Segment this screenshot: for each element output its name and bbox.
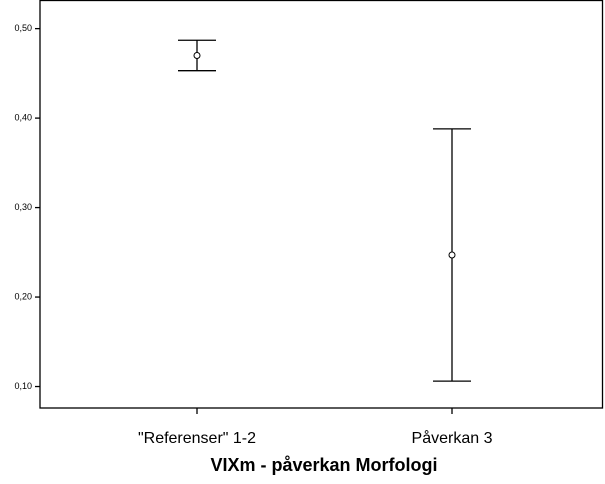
mean-marker (448, 251, 456, 259)
x-tick-label: "Referenser" 1-2 (138, 430, 256, 447)
x-axis-title: VIXm - påverkan Morfologi (210, 455, 437, 475)
y-tick-label: 0,50 (14, 23, 32, 33)
plot-frame (39, 0, 604, 409)
x-tick-label: Påverkan 3 (412, 429, 493, 447)
y-tick-label: 0,30 (14, 202, 32, 212)
y-tick-label: 0,40 (14, 112, 32, 122)
y-tick-label: 0,10 (14, 381, 32, 391)
y-tick-label: 0,20 (14, 291, 32, 301)
mean-marker (193, 51, 201, 59)
